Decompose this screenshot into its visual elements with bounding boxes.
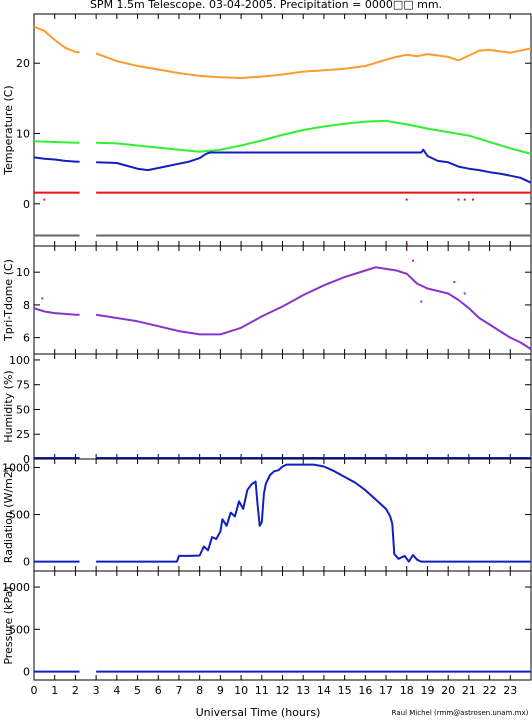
y-tick-label: 0: [23, 666, 30, 679]
y-axis-label: Radiation (W/m2): [2, 467, 15, 563]
y-tick-label: 1000: [2, 581, 30, 594]
x-tick-label: 1: [51, 684, 58, 697]
y-tick-label: 25: [16, 428, 30, 441]
x-tick-label: 6: [155, 684, 162, 697]
series-line-3: [96, 148, 532, 184]
panel-frame: [33, 570, 532, 681]
x-tick-label: 11: [255, 684, 269, 697]
x-tick-label: 10: [234, 684, 248, 697]
y-tick-label: 50: [16, 403, 30, 416]
x-tick-label: 23: [503, 684, 517, 697]
y-tick-label: 500: [9, 509, 30, 522]
data-point: [43, 198, 46, 201]
y-tick-label: 0: [23, 198, 30, 211]
x-axis: 0 1 2 3 4 5 6 7 8 9 10 11 12 13 14 15 16 17 18 19 20 21 22 23: [31, 684, 518, 697]
y-axis-label: Pressure (kPa): [2, 586, 15, 664]
x-tick-label: 4: [113, 684, 120, 697]
series-line-1: [95, 266, 532, 350]
x-tick-label: 2: [72, 684, 79, 697]
y-tick-label: 100: [9, 354, 30, 367]
panel-1: 0 10 20 Temperature (C): [2, 13, 532, 247]
y-tick-label: 6: [23, 332, 30, 345]
series-line-1: [33, 307, 80, 316]
series-line-1: [33, 25, 80, 54]
x-tick-label: 13: [296, 684, 310, 697]
panel-3: 0 25 50 75 100 Humidity (%): [2, 353, 532, 466]
data-point: [41, 297, 44, 300]
x-tick-label: 7: [175, 684, 182, 697]
series-line-2: [96, 119, 532, 155]
panel-frame: [33, 245, 532, 355]
x-tick-label: 12: [276, 684, 290, 697]
x-tick-label: 20: [441, 684, 455, 697]
series-line-1: [95, 47, 532, 79]
y-tick-label: 1000: [2, 461, 30, 474]
x-tick-label: 21: [462, 684, 476, 697]
y-axis-label: Tpri-Tdome (C): [2, 259, 15, 342]
x-tick-label: 15: [338, 684, 352, 697]
x-tick-label: 14: [317, 684, 331, 697]
x-tick-label: 0: [31, 684, 38, 697]
x-tick-label: 5: [134, 684, 141, 697]
panel-frame: [33, 353, 532, 460]
y-axis-label: Temperature (C): [2, 85, 15, 175]
data-point: [472, 198, 475, 201]
y-tick-label: 500: [9, 623, 30, 636]
x-tick-label: 8: [196, 684, 203, 697]
series-line-2: [33, 140, 80, 144]
data-point: [420, 300, 423, 303]
series-line-3: [33, 156, 80, 163]
series-line-1: [96, 463, 531, 563]
credit-text: Raul Michel (rmm@astrosen.unam.mx): [392, 709, 529, 717]
y-tick-label: 0: [23, 453, 30, 466]
panel-frame: [33, 458, 532, 572]
x-axis-label: Universal Time (hours): [196, 706, 321, 719]
panel-frame: [33, 13, 532, 247]
y-tick-label: 0: [23, 556, 30, 569]
x-tick-label: 17: [379, 684, 393, 697]
x-tick-label: 19: [420, 684, 434, 697]
data-point: [405, 198, 408, 201]
x-tick-label: 22: [483, 684, 497, 697]
y-tick-label: 8: [23, 299, 30, 312]
data-point: [457, 198, 460, 201]
y-tick-label: 75: [16, 379, 30, 392]
data-point: [453, 281, 456, 283]
chart-title: SPM 1.5m Telescope. 03-04-2005. Precipit…: [90, 0, 442, 11]
data-point: [463, 198, 466, 201]
y-tick-label: 10: [16, 266, 30, 279]
y-tick-label: 10: [16, 128, 30, 141]
x-tick-label: 18: [400, 684, 414, 697]
data-point: [411, 259, 414, 262]
data-point: [463, 292, 466, 295]
x-tick-label: 16: [358, 684, 372, 697]
data-point: [405, 242, 408, 245]
y-axis-label: Humidity (%): [2, 370, 15, 442]
x-tick-label: 3: [93, 684, 100, 697]
x-tick-label: 9: [217, 684, 224, 697]
y-tick-label: 20: [16, 57, 30, 70]
